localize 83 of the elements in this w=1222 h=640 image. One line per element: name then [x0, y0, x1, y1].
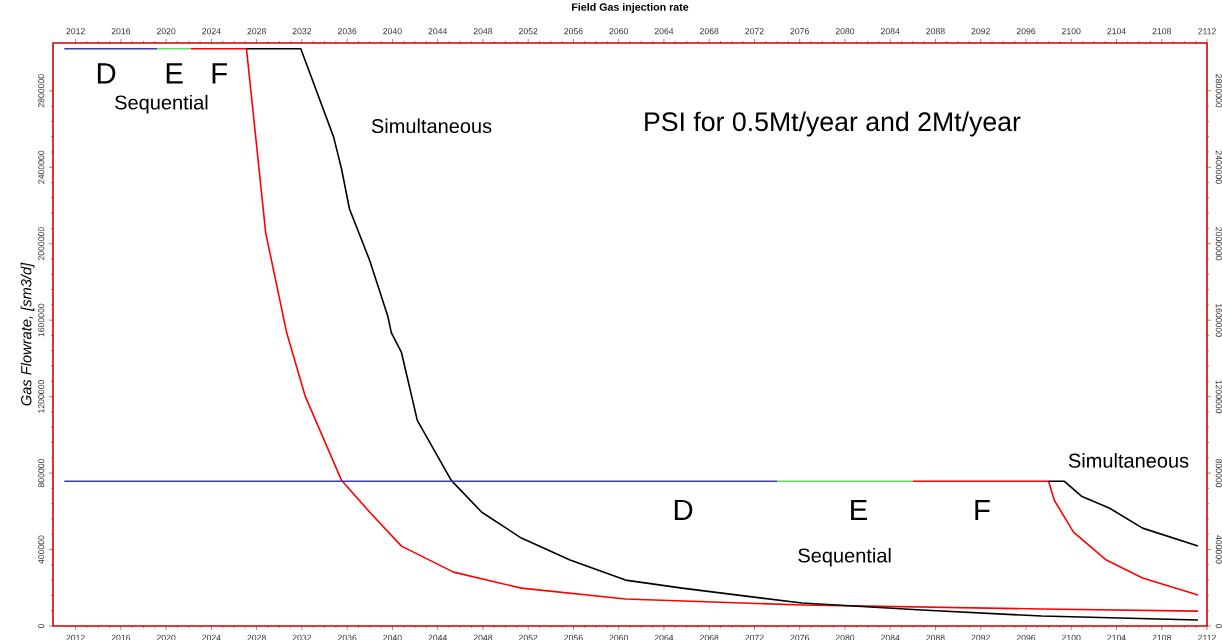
x2-tick-label: 2012 — [66, 634, 85, 640]
y2-tick-label: 0 — [1215, 623, 1222, 629]
line-series — [1047, 480, 1199, 547]
x2-tick-label: 2064 — [654, 634, 674, 640]
x2-tick-label: 2044 — [428, 634, 448, 640]
y2-tick-label: 2800000 — [1215, 74, 1222, 108]
annotation: PSI for 0.5Mt/year and 2Mt/year — [645, 111, 1021, 137]
x-tick-label: 2088 — [926, 28, 945, 35]
x2-tick-label: 2048 — [473, 634, 493, 640]
y2-tick-label: 800000 — [1215, 459, 1222, 488]
y-tick-label: 1600000 — [38, 303, 45, 337]
annotation: Sequential — [798, 547, 891, 567]
y-tick-label: 2800000 — [38, 74, 45, 108]
annotation: D — [674, 499, 693, 521]
y2-tick-label: 1600000 — [1215, 303, 1222, 337]
x2-tick-label: 2060 — [609, 634, 628, 640]
y-tick-label: 400000 — [38, 535, 45, 564]
y-tick-label: 1200000 — [38, 380, 45, 413]
x-tick-label: 2096 — [1016, 28, 1036, 35]
annotation: Simultaneous — [1068, 453, 1189, 468]
x2-tick-label: 2108 — [1152, 634, 1171, 640]
y-axis-title: Gas Flowrate, [sm3/d] — [20, 262, 35, 406]
x2-tick-label: 2084 — [881, 634, 900, 640]
x2-tick-label: 2104 — [1107, 634, 1126, 640]
x2-tick-label: 2032 — [292, 634, 312, 640]
x-tick-label: 2016 — [111, 28, 131, 35]
y2-tick-label: 2000000 — [1215, 227, 1222, 261]
chart-title: Field Gas injection rate — [572, 3, 689, 13]
x2-tick-label: 2088 — [926, 634, 945, 640]
x2-tick-label: 2080 — [835, 634, 855, 640]
x2-tick-label: 2092 — [971, 634, 990, 640]
x2-tick-label: 2028 — [247, 634, 266, 640]
x2-tick-label: 2056 — [564, 634, 583, 640]
x-tick-label: 2052 — [518, 28, 538, 35]
x-tick-label: 2068 — [700, 28, 719, 35]
y2-tick-label: 1200000 — [1215, 380, 1222, 414]
annotation: Simultaneous — [371, 118, 492, 134]
x2-tick-label: 2024 — [202, 634, 221, 640]
x-tick-label: 2080 — [835, 28, 855, 35]
annotation: F — [212, 63, 227, 84]
y-tick-label: 800000 — [38, 458, 45, 488]
x-tick-label: 2040 — [383, 28, 402, 35]
x-tick-label: 2036 — [337, 28, 357, 35]
x-tick-label: 2112 — [1198, 28, 1216, 35]
y-tick-label: 2000000 — [38, 227, 45, 261]
annotation: E — [166, 63, 183, 84]
x2-tick-label: 2052 — [518, 634, 538, 640]
x-tick-label: 2032 — [292, 28, 312, 35]
x-tick-label: 2076 — [790, 28, 809, 35]
x2-tick-label: 2112 — [1198, 634, 1216, 640]
x-tick-label: 2092 — [971, 28, 990, 35]
x-tick-label: 2084 — [881, 28, 900, 35]
x2-tick-label: 2076 — [790, 634, 809, 640]
x-tick-label: 2108 — [1152, 28, 1171, 35]
x-tick-label: 2060 — [609, 28, 628, 35]
x-tick-label: 2012 — [66, 28, 85, 35]
y2-tick-label: 2400000 — [1215, 150, 1222, 184]
annotation: E — [851, 499, 868, 521]
x2-tick-label: 2040 — [383, 634, 402, 640]
x-tick-label: 2024 — [202, 28, 221, 35]
x-tick-label: 2104 — [1107, 28, 1126, 35]
x2-tick-label: 2072 — [745, 634, 764, 640]
x-tick-label: 2056 — [564, 28, 583, 35]
y2-tick-label: 400000 — [1215, 535, 1222, 564]
x-tick-label: 2044 — [428, 28, 448, 35]
x2-tick-label: 2016 — [111, 634, 131, 640]
annotation: Sequential — [115, 94, 208, 114]
x-tick-label: 2048 — [473, 28, 493, 35]
x-tick-label: 2100 — [1062, 28, 1081, 35]
line-series — [912, 480, 1199, 596]
x2-tick-label: 2020 — [156, 634, 176, 640]
x-tick-label: 2020 — [156, 28, 176, 35]
x2-tick-label: 2036 — [337, 634, 357, 640]
y-tick-label: 0 — [38, 623, 45, 629]
x-tick-label: 2064 — [654, 28, 674, 35]
annotation: D — [97, 63, 116, 84]
x-tick-label: 2028 — [247, 28, 266, 35]
x-tick-label: 2072 — [745, 28, 764, 35]
x2-tick-label: 2100 — [1062, 634, 1081, 640]
x2-tick-label: 2068 — [700, 634, 719, 640]
annotation: F — [975, 499, 990, 521]
x2-tick-label: 2096 — [1016, 634, 1036, 640]
y-tick-label: 2400000 — [38, 150, 45, 184]
